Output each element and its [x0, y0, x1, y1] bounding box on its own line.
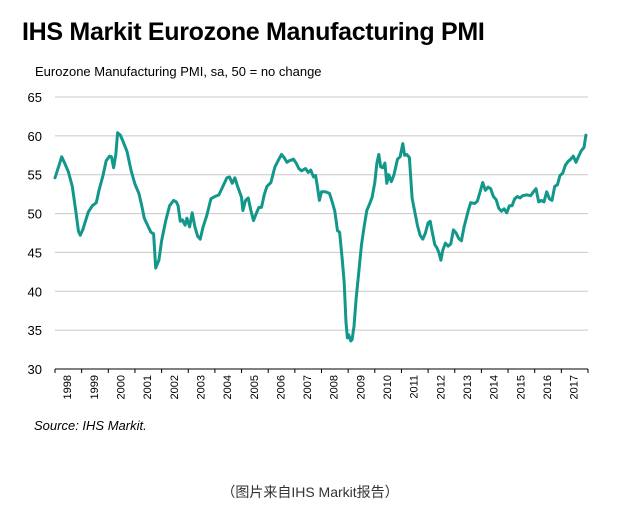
y-tick-label: 65 — [28, 90, 42, 105]
x-tick-label: 2009 — [355, 375, 367, 399]
image-caption: （图片来自IHS Markit报告） — [221, 484, 399, 500]
y-tick-label: 55 — [28, 168, 42, 183]
x-tick-label: 1999 — [89, 375, 101, 399]
x-tick-label: 2012 — [435, 375, 447, 399]
x-tick-label: 2011 — [409, 375, 421, 399]
x-tick-label: 2015 — [515, 375, 527, 399]
x-tick-label: 1998 — [62, 375, 74, 399]
x-tick-label: 2003 — [195, 375, 207, 399]
x-tick-label: 2005 — [249, 375, 261, 399]
x-tick-label: 2002 — [169, 375, 181, 399]
source-note: Source: IHS Markit. — [34, 418, 147, 433]
gridlines — [55, 96, 588, 331]
x-tick-label: 2001 — [142, 375, 154, 399]
x-tick-label: 2007 — [302, 375, 314, 399]
y-tick-label: 40 — [28, 284, 42, 299]
y-axis-ticks: 30 35 40 45 50 55 60 65 — [28, 90, 42, 377]
series-lines — [53, 131, 588, 343]
y-tick-label: 60 — [28, 129, 42, 144]
y-tick-label: 30 — [28, 362, 42, 377]
pmi-series-line — [53, 131, 588, 343]
x-tick-label: 2004 — [222, 375, 234, 399]
y-tick-label: 50 — [28, 207, 42, 222]
x-tick-label: 2013 — [462, 375, 474, 399]
x-axis-ticks: 1998 1999 2000 2001 2002 2003 2004 2005 2006 2007… — [62, 375, 580, 399]
x-tick-label: 2010 — [382, 375, 394, 399]
y-tick-label: 35 — [28, 323, 42, 338]
x-tick-label: 2000 — [116, 375, 128, 399]
x-tick-label: 2016 — [542, 375, 554, 399]
chart-subtitle: Eurozone Manufacturing PMI, sa, 50 = no … — [35, 64, 322, 79]
x-tick-label: 2006 — [275, 375, 287, 399]
y-tick-label: 45 — [28, 245, 42, 260]
x-tick-label: 2014 — [489, 375, 501, 399]
x-tick-label: 2008 — [329, 375, 341, 399]
chart-title: IHS Markit Eurozone Manufacturing PMI — [22, 18, 485, 46]
x-axis — [54, 368, 589, 373]
x-tick-label: 2017 — [569, 375, 581, 399]
